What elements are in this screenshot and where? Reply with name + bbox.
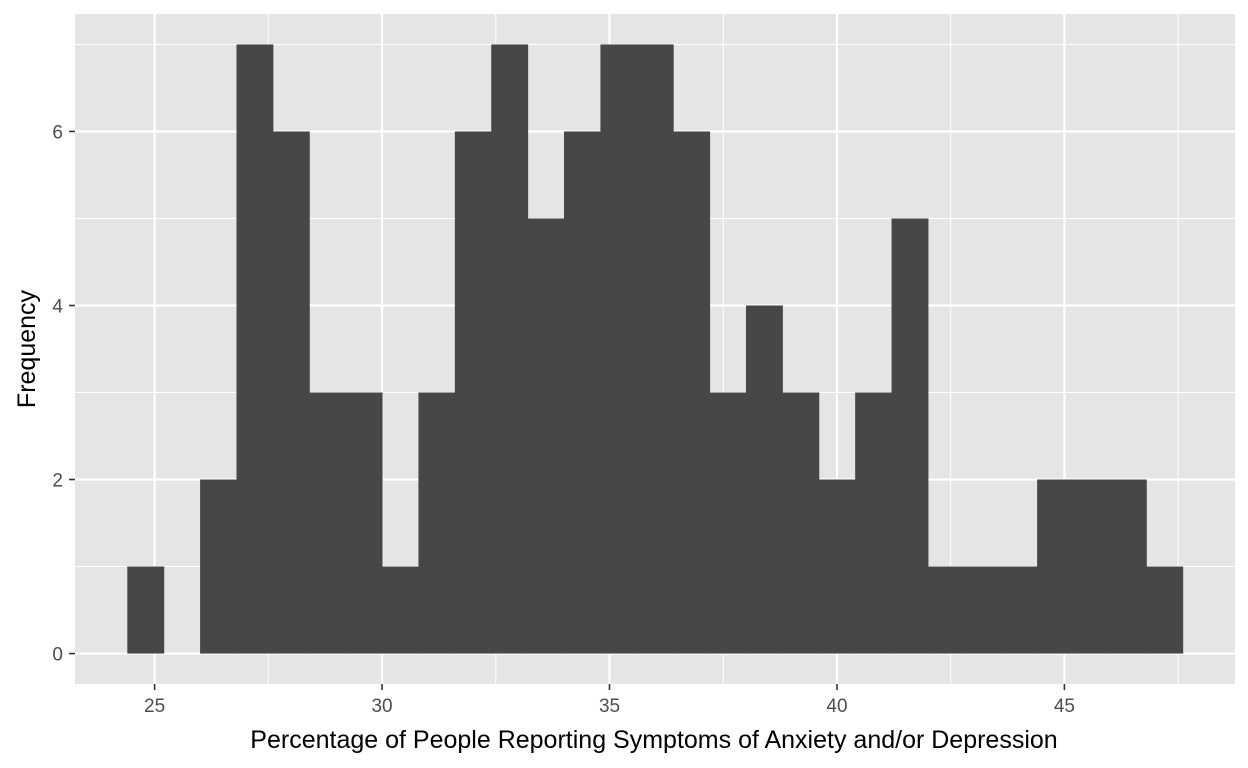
- histogram-bar: [309, 392, 347, 654]
- x-tick-label: 45: [1054, 696, 1075, 717]
- y-axis: 0 2 4 6: [52, 122, 75, 666]
- histogram-bar: [1000, 566, 1038, 654]
- histogram-bar: [382, 566, 419, 654]
- x-tick-label: 30: [371, 696, 392, 717]
- histogram-bar: [1037, 479, 1075, 654]
- y-tick-label: 0: [52, 645, 63, 666]
- y-tick-label: 4: [52, 296, 63, 317]
- x-axis-title: Percentage of People Reporting Symptoms …: [250, 726, 1057, 754]
- histogram-bar: [1146, 566, 1184, 654]
- histogram-bar: [454, 131, 492, 654]
- histogram-bar: [782, 392, 820, 654]
- x-tick-label: 35: [599, 696, 620, 717]
- histogram-bar: [236, 44, 274, 654]
- y-axis-title: Frequency: [13, 289, 41, 408]
- x-axis: 25 30 35 40 45: [144, 684, 1075, 717]
- histogram-bar: [345, 392, 383, 654]
- histogram-bar: [1109, 479, 1147, 654]
- histogram-bar: [127, 566, 165, 654]
- histogram-bar: [855, 392, 893, 654]
- histogram-bar: [272, 131, 310, 654]
- histogram-bar: [927, 566, 965, 654]
- histogram-bars: [127, 44, 1184, 654]
- histogram-bar: [964, 566, 1002, 654]
- histogram-bar: [673, 131, 711, 654]
- y-tick-label: 6: [52, 122, 63, 143]
- histogram-bar: [1073, 479, 1111, 654]
- histogram-bar: [891, 218, 929, 654]
- histogram-bar: [564, 131, 601, 654]
- histogram-bar: [709, 392, 747, 654]
- histogram-bar: [527, 218, 565, 654]
- x-tick-label: 40: [826, 696, 847, 717]
- histogram-bar: [491, 44, 529, 654]
- histogram-bar: [745, 305, 783, 654]
- histogram-bar: [818, 479, 856, 654]
- histogram-bar: [418, 392, 456, 654]
- histogram-bar: [636, 44, 674, 654]
- histogram-bar: [200, 479, 237, 654]
- histogram-bar: [600, 44, 638, 654]
- y-tick-label: 2: [52, 471, 63, 492]
- x-tick-label: 25: [144, 696, 165, 717]
